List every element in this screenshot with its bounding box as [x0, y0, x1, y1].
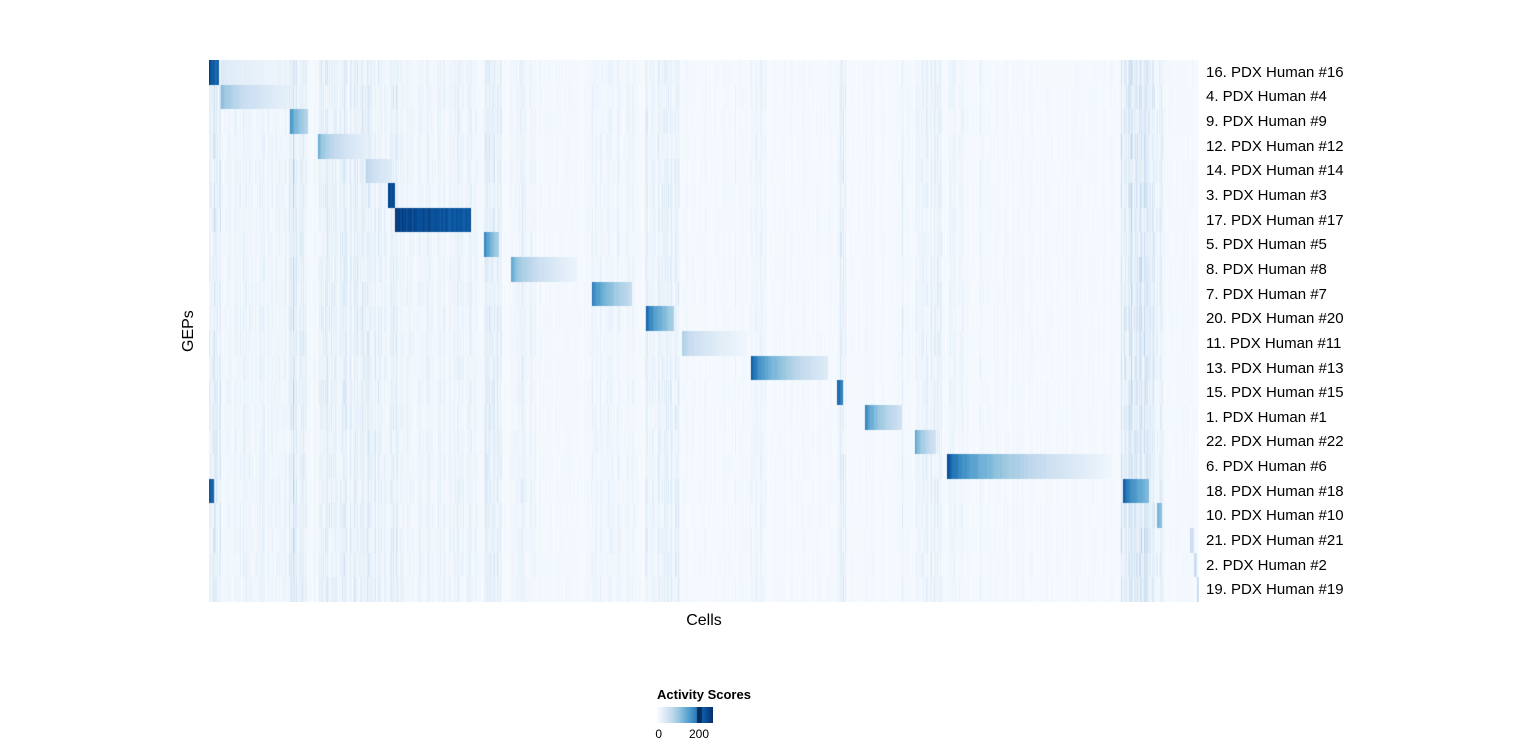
row-label: 20. PDX Human #20	[1206, 310, 1344, 328]
row-label: 16. PDX Human #16	[1206, 63, 1344, 81]
heatmap-plot-area	[209, 60, 1199, 602]
row-label: 18. PDX Human #18	[1206, 482, 1344, 500]
legend: Activity Scores 0 200	[655, 687, 777, 741]
heatmap-canvas	[209, 60, 1199, 602]
legend-colorbar-wrap: 0 200	[655, 707, 713, 741]
row-label: 1. PDX Human #1	[1206, 408, 1327, 426]
row-label: 21. PDX Human #21	[1206, 531, 1344, 549]
legend-tick-min: 0	[655, 727, 663, 741]
row-label: 10. PDX Human #10	[1206, 507, 1344, 525]
x-axis-label: Cells	[686, 612, 722, 629]
legend-colorbar	[657, 707, 713, 723]
row-label: 12. PDX Human #12	[1206, 137, 1344, 155]
legend-tick-max: 200	[688, 727, 710, 741]
row-labels: 16. PDX Human #16 4. PDX Human #4 9. PDX H…	[1206, 60, 1536, 602]
legend-title: Activity Scores	[657, 687, 751, 702]
row-label: 13. PDX Human #13	[1206, 359, 1344, 377]
y-axis-label: GEPs	[180, 310, 197, 352]
row-label: 9. PDX Human #9	[1206, 113, 1327, 131]
row-label: 22. PDX Human #22	[1206, 433, 1344, 451]
row-label: 2. PDX Human #2	[1206, 556, 1327, 574]
row-label: 11. PDX Human #11	[1206, 334, 1342, 352]
row-label: 14. PDX Human #14	[1206, 162, 1344, 180]
row-label: 8. PDX Human #8	[1206, 260, 1327, 278]
row-label: 19. PDX Human #19	[1206, 581, 1344, 599]
row-label: 3. PDX Human #3	[1206, 187, 1327, 205]
row-label: 5. PDX Human #5	[1206, 236, 1327, 254]
row-label: 17. PDX Human #17	[1206, 211, 1344, 229]
row-label: 15. PDX Human #15	[1206, 384, 1344, 402]
row-label: 4. PDX Human #4	[1206, 88, 1327, 106]
row-label: 7. PDX Human #7	[1206, 285, 1327, 303]
row-label: 6. PDX Human #6	[1206, 458, 1327, 476]
